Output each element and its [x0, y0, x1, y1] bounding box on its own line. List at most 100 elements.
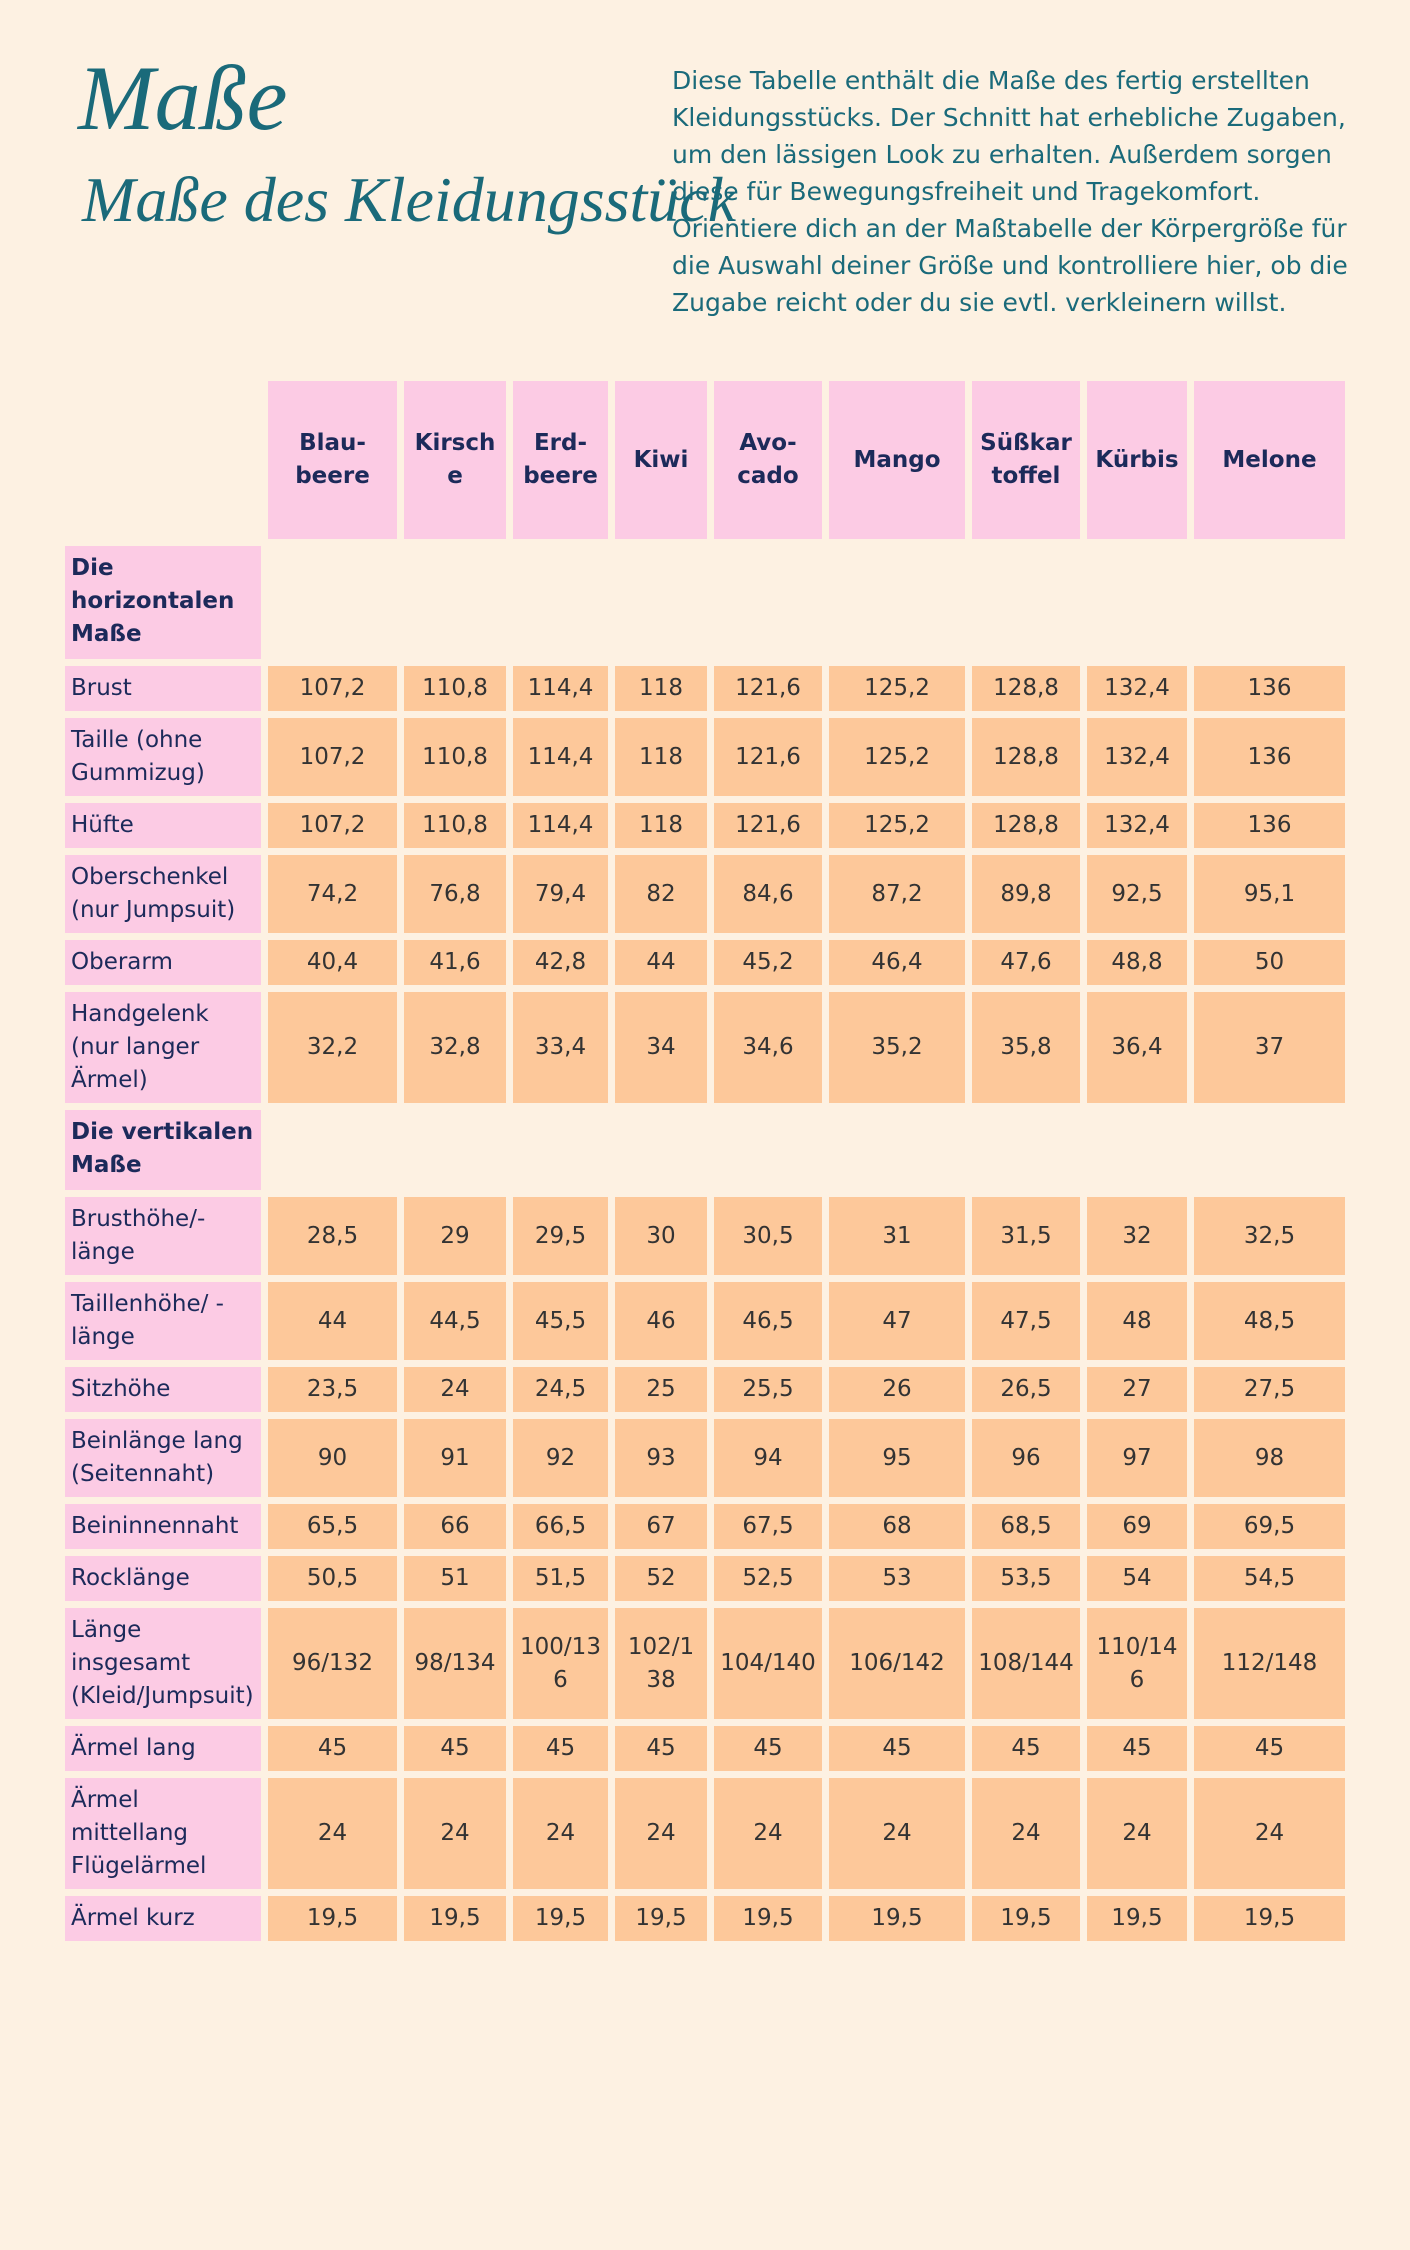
empty-cell — [1194, 1110, 1345, 1190]
value-cell: 96 — [972, 1419, 1080, 1497]
value-cell: 114,4 — [513, 666, 608, 711]
data-row: Brusthöhe/-länge 28,5 29 29,5 30 30,5 31 31,5 32… — [65, 1197, 1345, 1275]
data-row: Hüfte 107,2 110,8 114,4 118 121,6 125,2 128,8 13… — [65, 803, 1345, 848]
value-cell: 29,5 — [513, 1197, 608, 1275]
value-cell: 136 — [1194, 666, 1345, 711]
row-label: Handgelenk (nur langer Ärmel) — [65, 992, 261, 1103]
empty-cell — [714, 1110, 822, 1190]
value-cell: 100/136 — [513, 1608, 608, 1719]
empty-cell — [1087, 1110, 1187, 1190]
row-label: Oberschenkel (nur Jumpsuit) — [65, 855, 261, 933]
value-cell: 104/140 — [714, 1608, 822, 1719]
value-cell: 125,2 — [829, 803, 965, 848]
value-cell: 45,5 — [513, 1282, 608, 1360]
empty-cell — [829, 546, 965, 659]
value-cell: 114,4 — [513, 718, 608, 796]
empty-cell — [404, 1110, 506, 1190]
value-cell: 36,4 — [1087, 992, 1187, 1103]
value-cell: 121,6 — [714, 803, 822, 848]
empty-cell — [615, 546, 707, 659]
row-label: Beininnennaht — [65, 1504, 261, 1549]
value-cell: 42,8 — [513, 940, 608, 985]
title: Maße — [78, 47, 288, 149]
value-cell: 67 — [615, 1504, 707, 1549]
value-cell: 25 — [615, 1367, 707, 1412]
value-cell: 132,4 — [1087, 666, 1187, 711]
value-cell: 24 — [268, 1778, 397, 1889]
value-cell: 53 — [829, 1556, 965, 1601]
value-cell: 29 — [404, 1197, 506, 1275]
value-cell: 45 — [1087, 1726, 1187, 1771]
value-cell: 24,5 — [513, 1367, 608, 1412]
value-cell: 94 — [714, 1419, 822, 1497]
data-row: Ärmel lang 45 45 45 45 45 45 45 45 45 — [65, 1726, 1345, 1771]
value-cell: 45 — [513, 1726, 608, 1771]
value-cell: 50,5 — [268, 1556, 397, 1601]
row-label: Oberarm — [65, 940, 261, 985]
value-cell: 92 — [513, 1419, 608, 1497]
value-cell: 68 — [829, 1504, 965, 1549]
data-row: Ärmel kurz 19,5 19,5 19,5 19,5 19,5 19,5 19,5 19… — [65, 1896, 1345, 1941]
value-cell: 118 — [615, 666, 707, 711]
empty-cell — [268, 546, 397, 659]
value-cell: 40,4 — [268, 940, 397, 985]
value-cell: 19,5 — [972, 1896, 1080, 1941]
data-row: Oberschenkel (nur Jumpsuit) 74,2 76,8 79,4 8… — [65, 855, 1345, 933]
value-cell: 95,1 — [1194, 855, 1345, 933]
value-cell: 66,5 — [513, 1504, 608, 1549]
empty-cell — [513, 546, 608, 659]
data-row: Beinlänge lang (Seitennaht) 90 91 92 93 94 95 9… — [65, 1419, 1345, 1497]
header-row: Blau-beere Kirsche Erd-beere Kiwi Avo-cado Ma… — [65, 381, 1345, 539]
value-cell: 19,5 — [268, 1896, 397, 1941]
data-row: Taillenhöhe/ -länge 44 44,5 45,5 46 46,5 47 47,… — [65, 1282, 1345, 1360]
value-cell: 24 — [615, 1778, 707, 1889]
column-header: Mango — [829, 381, 965, 539]
data-row: Rocklänge 50,5 51 51,5 52 52,5 53 53,5 54 54,5 — [65, 1556, 1345, 1601]
value-cell: 98/134 — [404, 1608, 506, 1719]
value-cell: 89,8 — [972, 855, 1080, 933]
value-cell: 45 — [972, 1726, 1080, 1771]
value-cell: 32,2 — [268, 992, 397, 1103]
column-header: Kürbis — [1087, 381, 1187, 539]
row-label: Länge insgesamt (Kleid/Jumpsuit) — [65, 1608, 261, 1719]
value-cell: 19,5 — [1194, 1896, 1345, 1941]
value-cell: 37 — [1194, 992, 1345, 1103]
empty-cell — [829, 1110, 965, 1190]
value-cell: 125,2 — [829, 666, 965, 711]
value-cell: 91 — [404, 1419, 506, 1497]
value-cell: 107,2 — [268, 803, 397, 848]
value-cell: 128,8 — [972, 718, 1080, 796]
value-cell: 90 — [268, 1419, 397, 1497]
value-cell: 110,8 — [404, 666, 506, 711]
column-header: Avo-cado — [714, 381, 822, 539]
value-cell: 19,5 — [1087, 1896, 1187, 1941]
column-header: Erd-beere — [513, 381, 608, 539]
value-cell: 34,6 — [714, 992, 822, 1103]
row-label: Ärmel lang — [65, 1726, 261, 1771]
value-cell: 128,8 — [972, 803, 1080, 848]
value-cell: 84,6 — [714, 855, 822, 933]
value-cell: 31 — [829, 1197, 965, 1275]
value-cell: 24 — [404, 1367, 506, 1412]
value-cell: 69,5 — [1194, 1504, 1345, 1549]
section-row: Die horizontalen Maße — [65, 546, 1345, 659]
empty-cell — [714, 546, 822, 659]
value-cell: 96/132 — [268, 1608, 397, 1719]
value-cell: 28,5 — [268, 1197, 397, 1275]
value-cell: 30,5 — [714, 1197, 822, 1275]
value-cell: 79,4 — [513, 855, 608, 933]
value-cell: 51 — [404, 1556, 506, 1601]
row-label: Beinlänge lang (Seitennaht) — [65, 1419, 261, 1497]
value-cell: 52,5 — [714, 1556, 822, 1601]
empty-cell — [972, 546, 1080, 659]
value-cell: 66 — [404, 1504, 506, 1549]
column-header: Süßkartoffel — [972, 381, 1080, 539]
value-cell: 74,2 — [268, 855, 397, 933]
value-cell: 112/148 — [1194, 1608, 1345, 1719]
value-cell: 53,5 — [972, 1556, 1080, 1601]
value-cell: 19,5 — [513, 1896, 608, 1941]
value-cell: 47,6 — [972, 940, 1080, 985]
value-cell: 45 — [268, 1726, 397, 1771]
value-cell: 51,5 — [513, 1556, 608, 1601]
